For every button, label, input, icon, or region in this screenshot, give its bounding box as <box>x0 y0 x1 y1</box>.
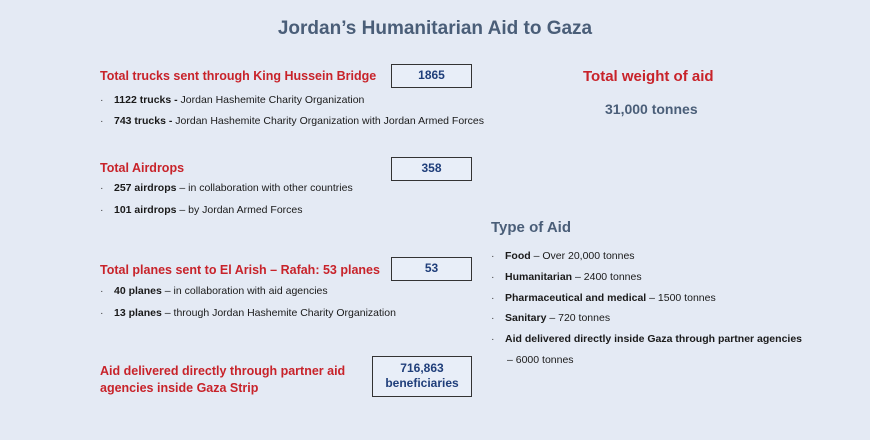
planes-total-value: 53 <box>424 261 439 275</box>
list-item: · 101 airdrops – by Jordan Armed Forces <box>100 204 303 216</box>
type-of-aid-heading: Type of Aid <box>491 219 571 236</box>
list-item: · 743 trucks - Jordan Hashemite Charity O… <box>100 115 485 127</box>
list-item: · Food – Over 20,000 tonnes <box>491 250 635 262</box>
list-item-continuation: – 6000 tonnes <box>507 354 574 366</box>
bullet-icon: · <box>100 94 104 106</box>
bullet-icon: · <box>491 292 495 304</box>
partner-heading: Aid delivered directly through partner a… <box>100 364 346 395</box>
airdrops-heading: Total Airdrops <box>100 161 185 175</box>
list-item: · 1122 trucks - Jordan Hashemite Charity … <box>100 94 365 106</box>
list-item: · Humanitarian – 2400 tonnes <box>491 271 642 283</box>
planes-total-box: 53 <box>391 257 472 281</box>
total-weight-value: 31,000 tonnes <box>605 101 698 117</box>
bullet-icon: · <box>100 285 104 297</box>
list-item: · Aid delivered directly inside Gaza thro… <box>491 333 802 345</box>
total-weight-heading: Total weight of aid <box>583 68 714 85</box>
page-title: Jordan’s Humanitarian Aid to Gaza <box>277 18 593 39</box>
list-item: · 257 airdrops – in collaboration with ot… <box>100 182 353 194</box>
bullet-icon: · <box>491 250 495 262</box>
list-item: · Sanitary – 720 tonnes <box>491 312 611 324</box>
trucks-total-box: 1865 <box>391 64 472 88</box>
list-item: · 40 planes – in collaboration with aid a… <box>100 285 328 297</box>
bullet-icon: · <box>491 333 495 345</box>
beneficiaries-count: 716,863 <box>400 361 444 375</box>
list-item: · Pharmaceutical and medical – 1500 tonne… <box>491 292 716 304</box>
planes-heading: Total planes sent to El Arish – Rafah: 5… <box>100 263 380 277</box>
bullet-icon: · <box>100 307 104 319</box>
trucks-heading: Total trucks sent through King Hussein B… <box>100 69 377 83</box>
trucks-total-value: 1865 <box>418 68 445 82</box>
bullet-icon: · <box>491 312 495 324</box>
bullet-icon: · <box>491 271 495 283</box>
bullet-icon: · <box>100 115 104 127</box>
airdrops-total-box: 358 <box>391 157 472 181</box>
bullet-icon: · <box>100 204 104 216</box>
beneficiaries-label: beneficiaries <box>385 376 459 390</box>
airdrops-total-value: 358 <box>421 161 442 175</box>
partner-beneficiaries-box: 716,863 beneficiaries <box>372 356 472 397</box>
bullet-icon: · <box>100 182 104 194</box>
list-item: · 13 planes – through Jordan Hashemite Ch… <box>100 307 396 319</box>
